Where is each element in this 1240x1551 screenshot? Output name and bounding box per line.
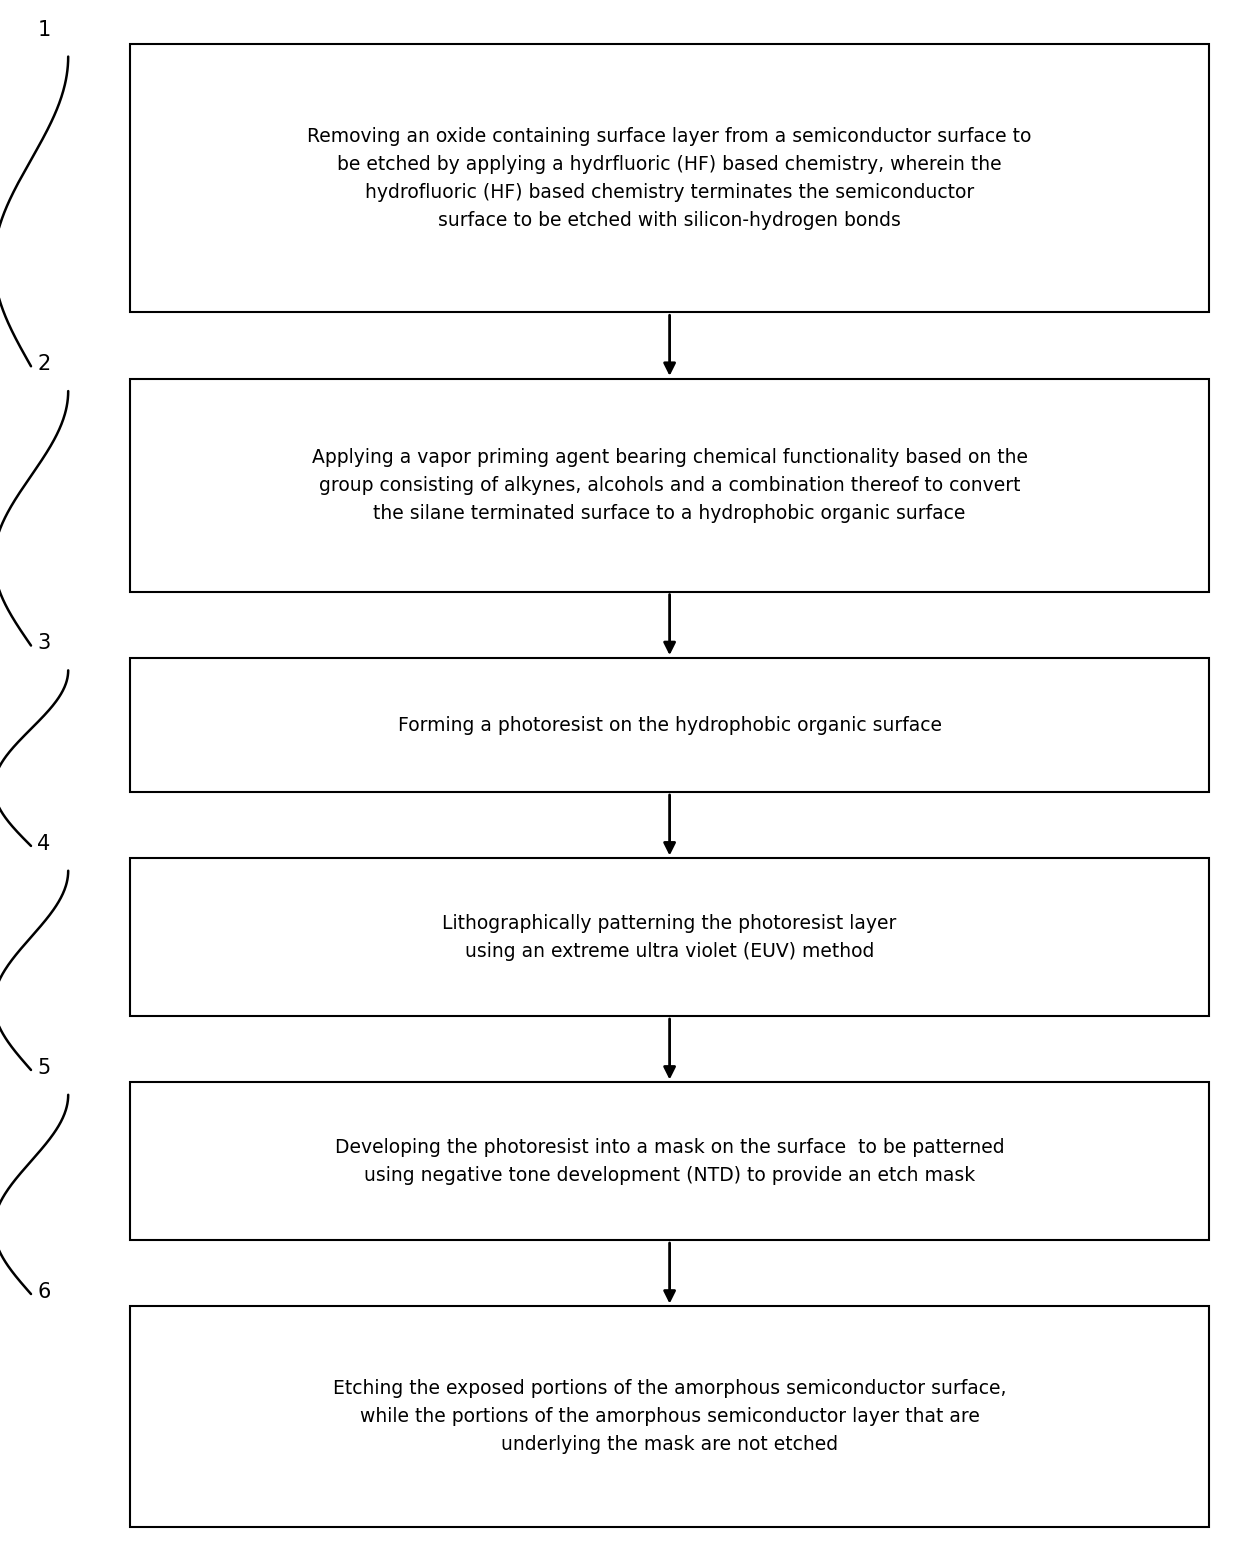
Text: 1: 1	[37, 20, 51, 39]
Text: Etching the exposed portions of the amorphous semiconductor surface,
while the p: Etching the exposed portions of the amor…	[332, 1379, 1007, 1455]
Text: Removing an oxide containing surface layer from a semiconductor surface to
be et: Removing an oxide containing surface lay…	[308, 127, 1032, 230]
FancyBboxPatch shape	[130, 658, 1209, 793]
FancyBboxPatch shape	[130, 378, 1209, 591]
Text: 2: 2	[37, 354, 51, 374]
FancyBboxPatch shape	[130, 1083, 1209, 1241]
FancyBboxPatch shape	[130, 43, 1209, 312]
Text: 6: 6	[37, 1281, 51, 1301]
Text: 3: 3	[37, 633, 51, 653]
Text: Applying a vapor priming agent bearing chemical functionality based on the
group: Applying a vapor priming agent bearing c…	[311, 448, 1028, 523]
Text: Lithographically patterning the photoresist layer
using an extreme ultra violet : Lithographically patterning the photores…	[443, 914, 897, 960]
FancyBboxPatch shape	[130, 1306, 1209, 1528]
Text: Developing the photoresist into a mask on the surface  to be patterned
using neg: Developing the photoresist into a mask o…	[335, 1138, 1004, 1185]
Text: 5: 5	[37, 1058, 51, 1078]
FancyBboxPatch shape	[130, 858, 1209, 1016]
Text: 4: 4	[37, 834, 51, 853]
Text: Forming a photoresist on the hydrophobic organic surface: Forming a photoresist on the hydrophobic…	[398, 715, 941, 735]
